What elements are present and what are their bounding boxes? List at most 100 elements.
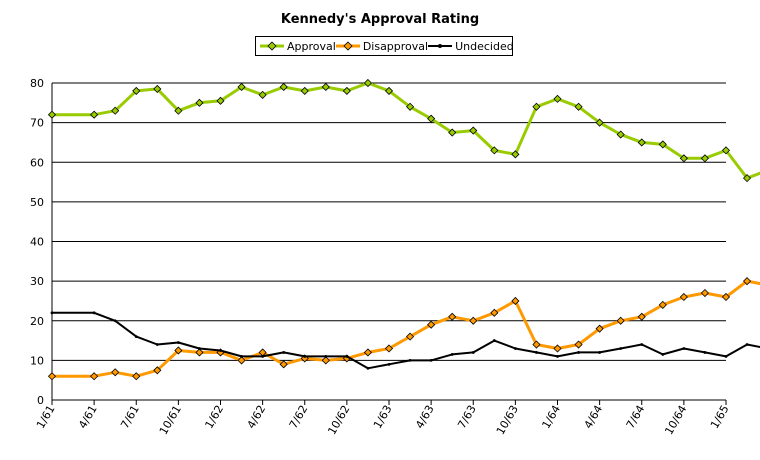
data-point-approval [469,126,478,135]
data-point-approval [427,114,436,123]
data-point-approval [237,82,246,92]
data-point-approval [616,130,625,139]
y-tick-label: 20 [30,315,44,328]
data-point-disapproval [90,372,99,381]
data-point-disapproval [511,296,520,306]
data-point-approval [321,82,330,92]
data-point-undecided [745,343,749,346]
data-point-disapproval [111,368,120,377]
x-tick-label: 4/62 [245,403,269,431]
data-point-approval [405,102,415,111]
data-point-approval [195,98,204,107]
x-tick-label: 10/62 [325,403,352,437]
data-point-approval [721,146,731,155]
data-point-disapproval [637,312,646,321]
data-point-approval [342,86,351,95]
data-point-approval [511,150,520,159]
data-point-approval [384,86,394,95]
legend-item-approval: Approval [260,40,336,53]
data-point-approval [595,118,604,127]
data-point-disapproval [490,308,499,317]
data-point-approval [363,78,373,88]
data-point-disapproval [47,372,57,381]
data-point-undecided [535,351,538,354]
x-tick-label: 1/65 [708,403,732,431]
legend: Approval Disapproval Undecided [255,36,514,56]
data-point-approval [132,86,141,95]
y-tick-label: 70 [30,117,44,130]
data-point-undecided [471,351,475,354]
data-point-undecided [240,355,243,358]
data-point-approval [637,138,646,147]
data-point-undecided [219,349,222,352]
data-point-undecided [619,347,623,350]
data-point-approval [174,106,183,115]
data-point-undecided [366,366,370,370]
data-point-undecided [261,355,265,358]
data-point-undecided [513,347,517,350]
data-point-undecided [661,353,665,356]
data-point-undecided [682,347,686,350]
data-point-undecided [408,358,412,362]
legend-swatch-undecided [428,44,453,48]
data-point-approval [532,102,541,111]
legend-item-undecided: Undecided [428,40,514,53]
data-point-undecided [155,343,159,346]
data-point-disapproval [132,372,141,381]
data-point-disapproval [616,316,625,325]
data-point-undecided [113,319,117,323]
data-point-undecided [703,351,707,354]
y-tick-label: 40 [30,236,44,249]
x-tick-label: 1/63 [371,403,395,431]
series-line-approval [52,81,760,180]
data-point-disapproval [595,324,604,333]
data-point-approval [679,154,688,163]
y-tick-label: 10 [30,354,44,367]
data-point-disapproval [532,340,541,349]
data-point-approval [448,128,457,137]
x-tick-label: 4/61 [76,403,100,431]
y-tick-label: 80 [30,77,44,90]
data-point-undecided [492,339,496,342]
data-point-undecided [724,355,728,358]
data-point-approval [153,84,162,94]
x-tick-label: 7/64 [624,403,648,431]
data-point-approval [300,86,309,95]
data-point-disapproval [574,340,583,349]
data-point-approval [553,94,562,103]
data-point-disapproval [237,356,246,365]
data-point-approval [111,106,120,115]
x-tick-label: 10/61 [157,403,184,437]
data-point-undecided [598,351,602,354]
data-point-disapproval [384,344,394,353]
data-point-approval [700,154,710,163]
legend-swatch-approval [260,41,284,51]
legend-label-approval: Approval [287,39,336,53]
data-point-approval [47,110,57,119]
data-point-disapproval [153,366,162,375]
data-point-approval [216,96,225,105]
x-tick-label: 1/64 [539,403,563,431]
data-point-disapproval [742,277,752,286]
legend-label-disapproval: Disapproval [362,39,429,53]
data-point-approval [490,146,499,155]
data-point-undecided [577,351,580,354]
data-point-disapproval [195,348,204,357]
y-tick-label: 50 [30,196,44,209]
x-tick-label: 7/61 [118,403,142,431]
data-point-approval [90,110,99,119]
data-point-undecided [282,351,286,354]
data-point-disapproval [363,348,373,357]
legend-swatch-disapproval [335,41,360,51]
chart-title: Kennedy's Approval Rating [280,12,480,27]
data-point-approval [574,102,583,111]
x-tick-label: 1/62 [202,403,226,431]
data-point-undecided [556,355,559,358]
legend-item-disapproval: Disapproval [335,39,429,53]
data-point-disapproval [321,356,330,365]
data-point-disapproval [700,288,710,298]
data-point-disapproval [448,312,457,321]
x-tick-label: 4/63 [413,403,437,431]
data-point-undecided [345,355,349,358]
